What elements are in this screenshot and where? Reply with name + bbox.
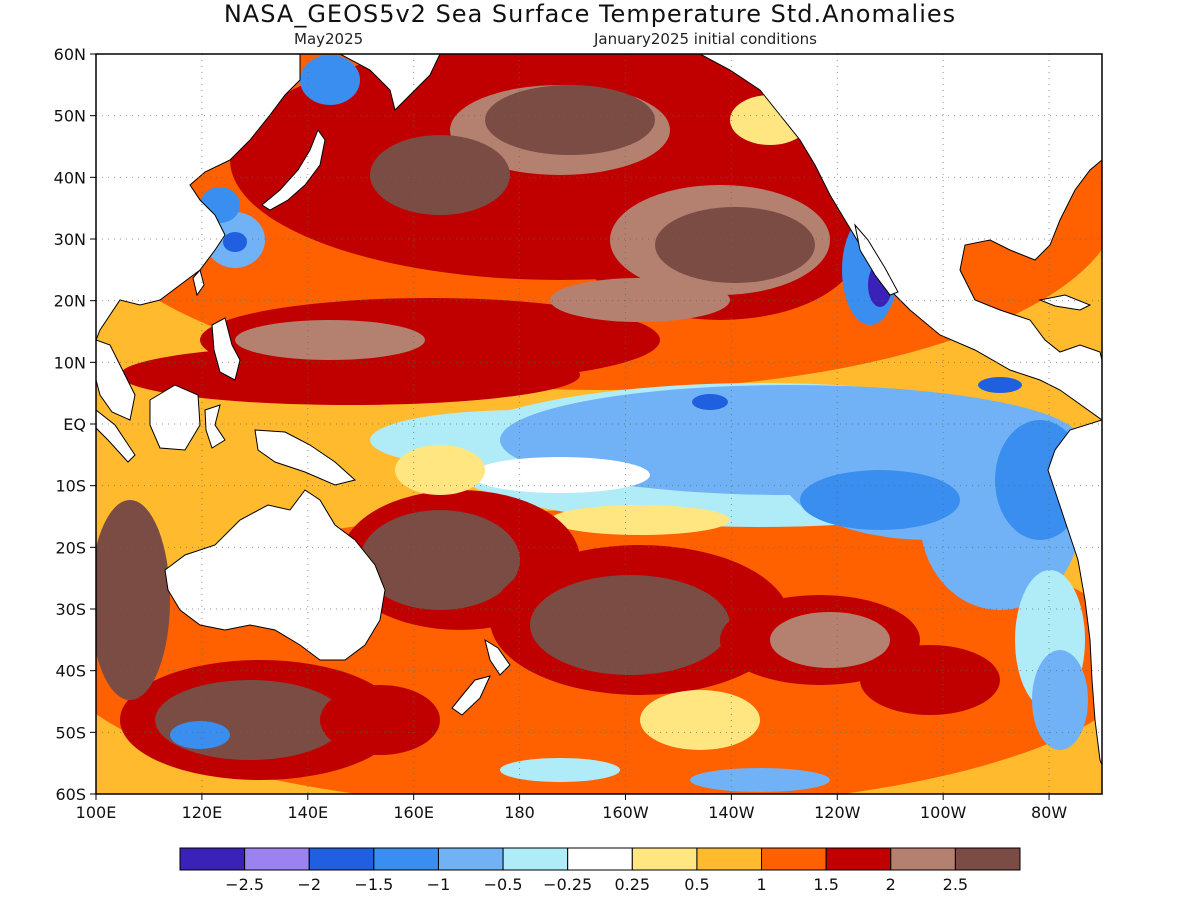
plot-area (96, 54, 1102, 794)
colorbar-swatch (179, 847, 246, 871)
colorbar-swatch (502, 847, 569, 871)
colorbar-swatch (308, 847, 375, 871)
longitude-label: 80W (1031, 803, 1067, 822)
land-kamchatka (339, 54, 441, 111)
land-indochina (96, 339, 136, 421)
anomaly-region (770, 612, 890, 668)
land-japan (261, 128, 326, 211)
anomaly-region (500, 758, 620, 782)
latitude-label: 30N (54, 230, 86, 249)
land-sulawesi (204, 404, 226, 449)
map-title: NASA_GEOS5v2 Sea Surface Temperature Std… (223, 0, 957, 28)
land-cuba (1038, 294, 1092, 311)
latitude-label: 40N (54, 168, 86, 187)
anomaly-region (300, 55, 360, 105)
colorbar-swatch (761, 847, 827, 871)
colorbar-swatch (954, 847, 1021, 871)
colorbar-swatch (567, 847, 633, 871)
latitude-label: 30S (55, 600, 86, 619)
longitude-label: 160W (602, 803, 649, 822)
land-baja (854, 223, 899, 296)
anomaly-region (395, 445, 485, 495)
anomaly-region (485, 85, 655, 155)
longitude-label: 120E (182, 803, 223, 822)
colorbar-label: 1 (756, 875, 766, 894)
land-south-america (1047, 419, 1102, 766)
forecast-month: May2025 (294, 30, 364, 48)
land-new-guinea (254, 429, 357, 486)
land-australia (164, 489, 386, 661)
longitude-label: 100E (76, 803, 117, 822)
anomaly-region (320, 685, 440, 755)
latitude-label: 60N (54, 45, 86, 64)
land-borneo (149, 384, 201, 451)
colorbar-label: 2 (886, 875, 896, 894)
colorbar-swatch (244, 847, 310, 871)
land-taiwan (192, 268, 205, 297)
colorbar-swatch (890, 847, 956, 871)
colorbar-label: −2.5 (225, 875, 264, 894)
anomaly-region (470, 457, 650, 493)
colorbar-swatch (825, 847, 892, 871)
colorbar-label: 0.5 (684, 875, 709, 894)
longitude-label: 180 (504, 803, 535, 822)
colorbar-label: 0.25 (614, 875, 650, 894)
land-asia (96, 54, 301, 341)
latitude-label: 40S (55, 662, 86, 681)
latitude-label: 20N (54, 292, 86, 311)
colorbar-swatch (437, 847, 504, 871)
latitude-label: 60S (55, 785, 86, 804)
anomaly-region (550, 278, 730, 322)
anomaly-region (692, 394, 728, 410)
anomaly-region (800, 470, 960, 530)
latitude-label: 20S (55, 538, 86, 557)
longitude-label: 100W (920, 803, 967, 822)
latitude-axis: 60N 50N 40N 30N 20N 10N EQ 10S 20S 30S 40S 50S 60S (54, 45, 96, 804)
anomaly-region (235, 320, 425, 360)
anomaly-region (370, 135, 510, 215)
anomaly-region (978, 377, 1022, 393)
latitude-label: 10S (55, 477, 86, 496)
anomaly-region (96, 500, 170, 700)
latitude-label: 50N (54, 107, 86, 126)
anomaly-region (550, 505, 730, 535)
colorbar-swatch (696, 847, 763, 871)
land-sumatra (96, 409, 136, 463)
anomaly-region (640, 690, 760, 750)
colorbar-swatch (631, 847, 698, 871)
longitude-label: 140E (287, 803, 328, 822)
longitude-label: 140W (708, 803, 755, 822)
anomaly-region (655, 207, 815, 283)
anomaly-region (223, 232, 247, 252)
initial-conditions: January2025 initial conditions (594, 30, 817, 48)
anomaly-region (1032, 650, 1088, 750)
land-north-america (699, 54, 1102, 421)
colorbar-label: −1.5 (354, 875, 393, 894)
colorbar-label: −0.5 (484, 875, 523, 894)
colorbar-label: −1 (427, 875, 451, 894)
colorbar-label: −0.25 (543, 875, 592, 894)
anomaly-region (155, 680, 345, 760)
colorbar-label: 2.5 (943, 875, 968, 894)
anomaly-region (690, 768, 830, 792)
anomaly-region (530, 575, 730, 675)
colorbar: −2.5 −2 −1.5 −1 −0.5 −0.25 0.25 0.5 1 1.5 2 2.5 (179, 847, 1021, 894)
land-philippines (211, 317, 241, 381)
landmasses (96, 54, 1102, 766)
longitude-axis: 100E 120E 140E 160E 180 160W 140W 120W 100W 80W (76, 794, 1067, 822)
latitude-label: 10N (54, 353, 86, 372)
anomaly-region (860, 645, 1000, 715)
colorbar-label: 1.5 (813, 875, 838, 894)
latitude-label: EQ (63, 415, 86, 434)
latitude-label: 50S (55, 723, 86, 742)
longitude-label: 120W (814, 803, 861, 822)
anomaly-region (360, 510, 520, 610)
colorbar-swatch (373, 847, 439, 871)
colorbar-label: −2 (297, 875, 321, 894)
longitude-label: 160E (393, 803, 434, 822)
anomaly-region (170, 721, 230, 749)
land-new-zealand (451, 638, 511, 716)
